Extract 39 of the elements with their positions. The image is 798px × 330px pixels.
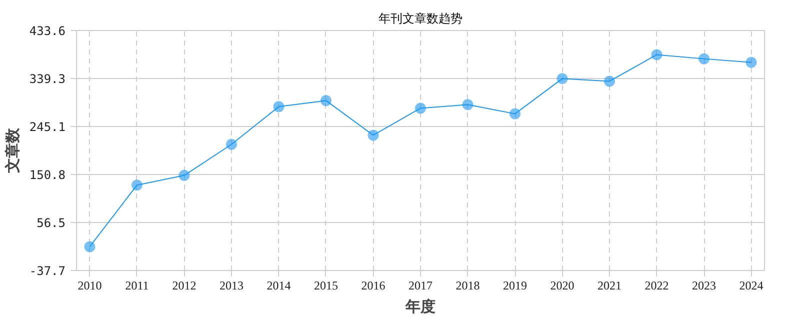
point xyxy=(604,76,616,87)
x-tick-label: 2010 xyxy=(78,278,102,292)
x-tick-label: 2014 xyxy=(266,278,291,292)
x-tick-label: 2021 xyxy=(598,278,622,292)
point xyxy=(131,180,142,191)
point xyxy=(273,101,284,112)
x-tick-label: 2019 xyxy=(503,278,528,292)
x-tick-label: 2016 xyxy=(361,278,386,292)
point xyxy=(556,73,568,84)
point xyxy=(651,49,662,60)
point xyxy=(368,130,379,141)
point xyxy=(510,108,521,120)
y-tick-label: -37.7 xyxy=(29,264,66,278)
point xyxy=(415,102,426,114)
y-tick-label: 433.6 xyxy=(29,24,66,38)
x-tick-label: 2015 xyxy=(314,278,338,292)
point xyxy=(178,170,190,181)
x-tick-label: 2011 xyxy=(125,278,149,292)
point xyxy=(698,53,710,64)
x-tick-label: 2022 xyxy=(644,278,669,292)
y-tick-label: 245.1 xyxy=(29,120,66,134)
x-axis-title: 年度 xyxy=(404,298,436,316)
x-tick-label: 2018 xyxy=(456,278,480,292)
x-tick-label: 2012 xyxy=(172,278,196,292)
point xyxy=(746,56,757,68)
y-axis-title: 文章数 xyxy=(3,127,22,174)
y-tick-label: 150.8 xyxy=(29,168,66,182)
x-tick-label: 2013 xyxy=(219,278,244,292)
x-tick-label: 2023 xyxy=(692,278,716,292)
chart-title: 年刊文章数趋势 xyxy=(378,12,462,26)
y-tick-label: 339.3 xyxy=(29,72,66,86)
x-tick-label: 2020 xyxy=(550,278,574,292)
y-tick-label: 56.5 xyxy=(36,216,66,230)
point xyxy=(462,99,474,110)
point xyxy=(84,241,96,252)
point xyxy=(226,138,237,150)
x-tick-label: 2017 xyxy=(408,278,432,292)
point xyxy=(320,95,332,106)
x-tick-label: 2024 xyxy=(739,278,764,292)
